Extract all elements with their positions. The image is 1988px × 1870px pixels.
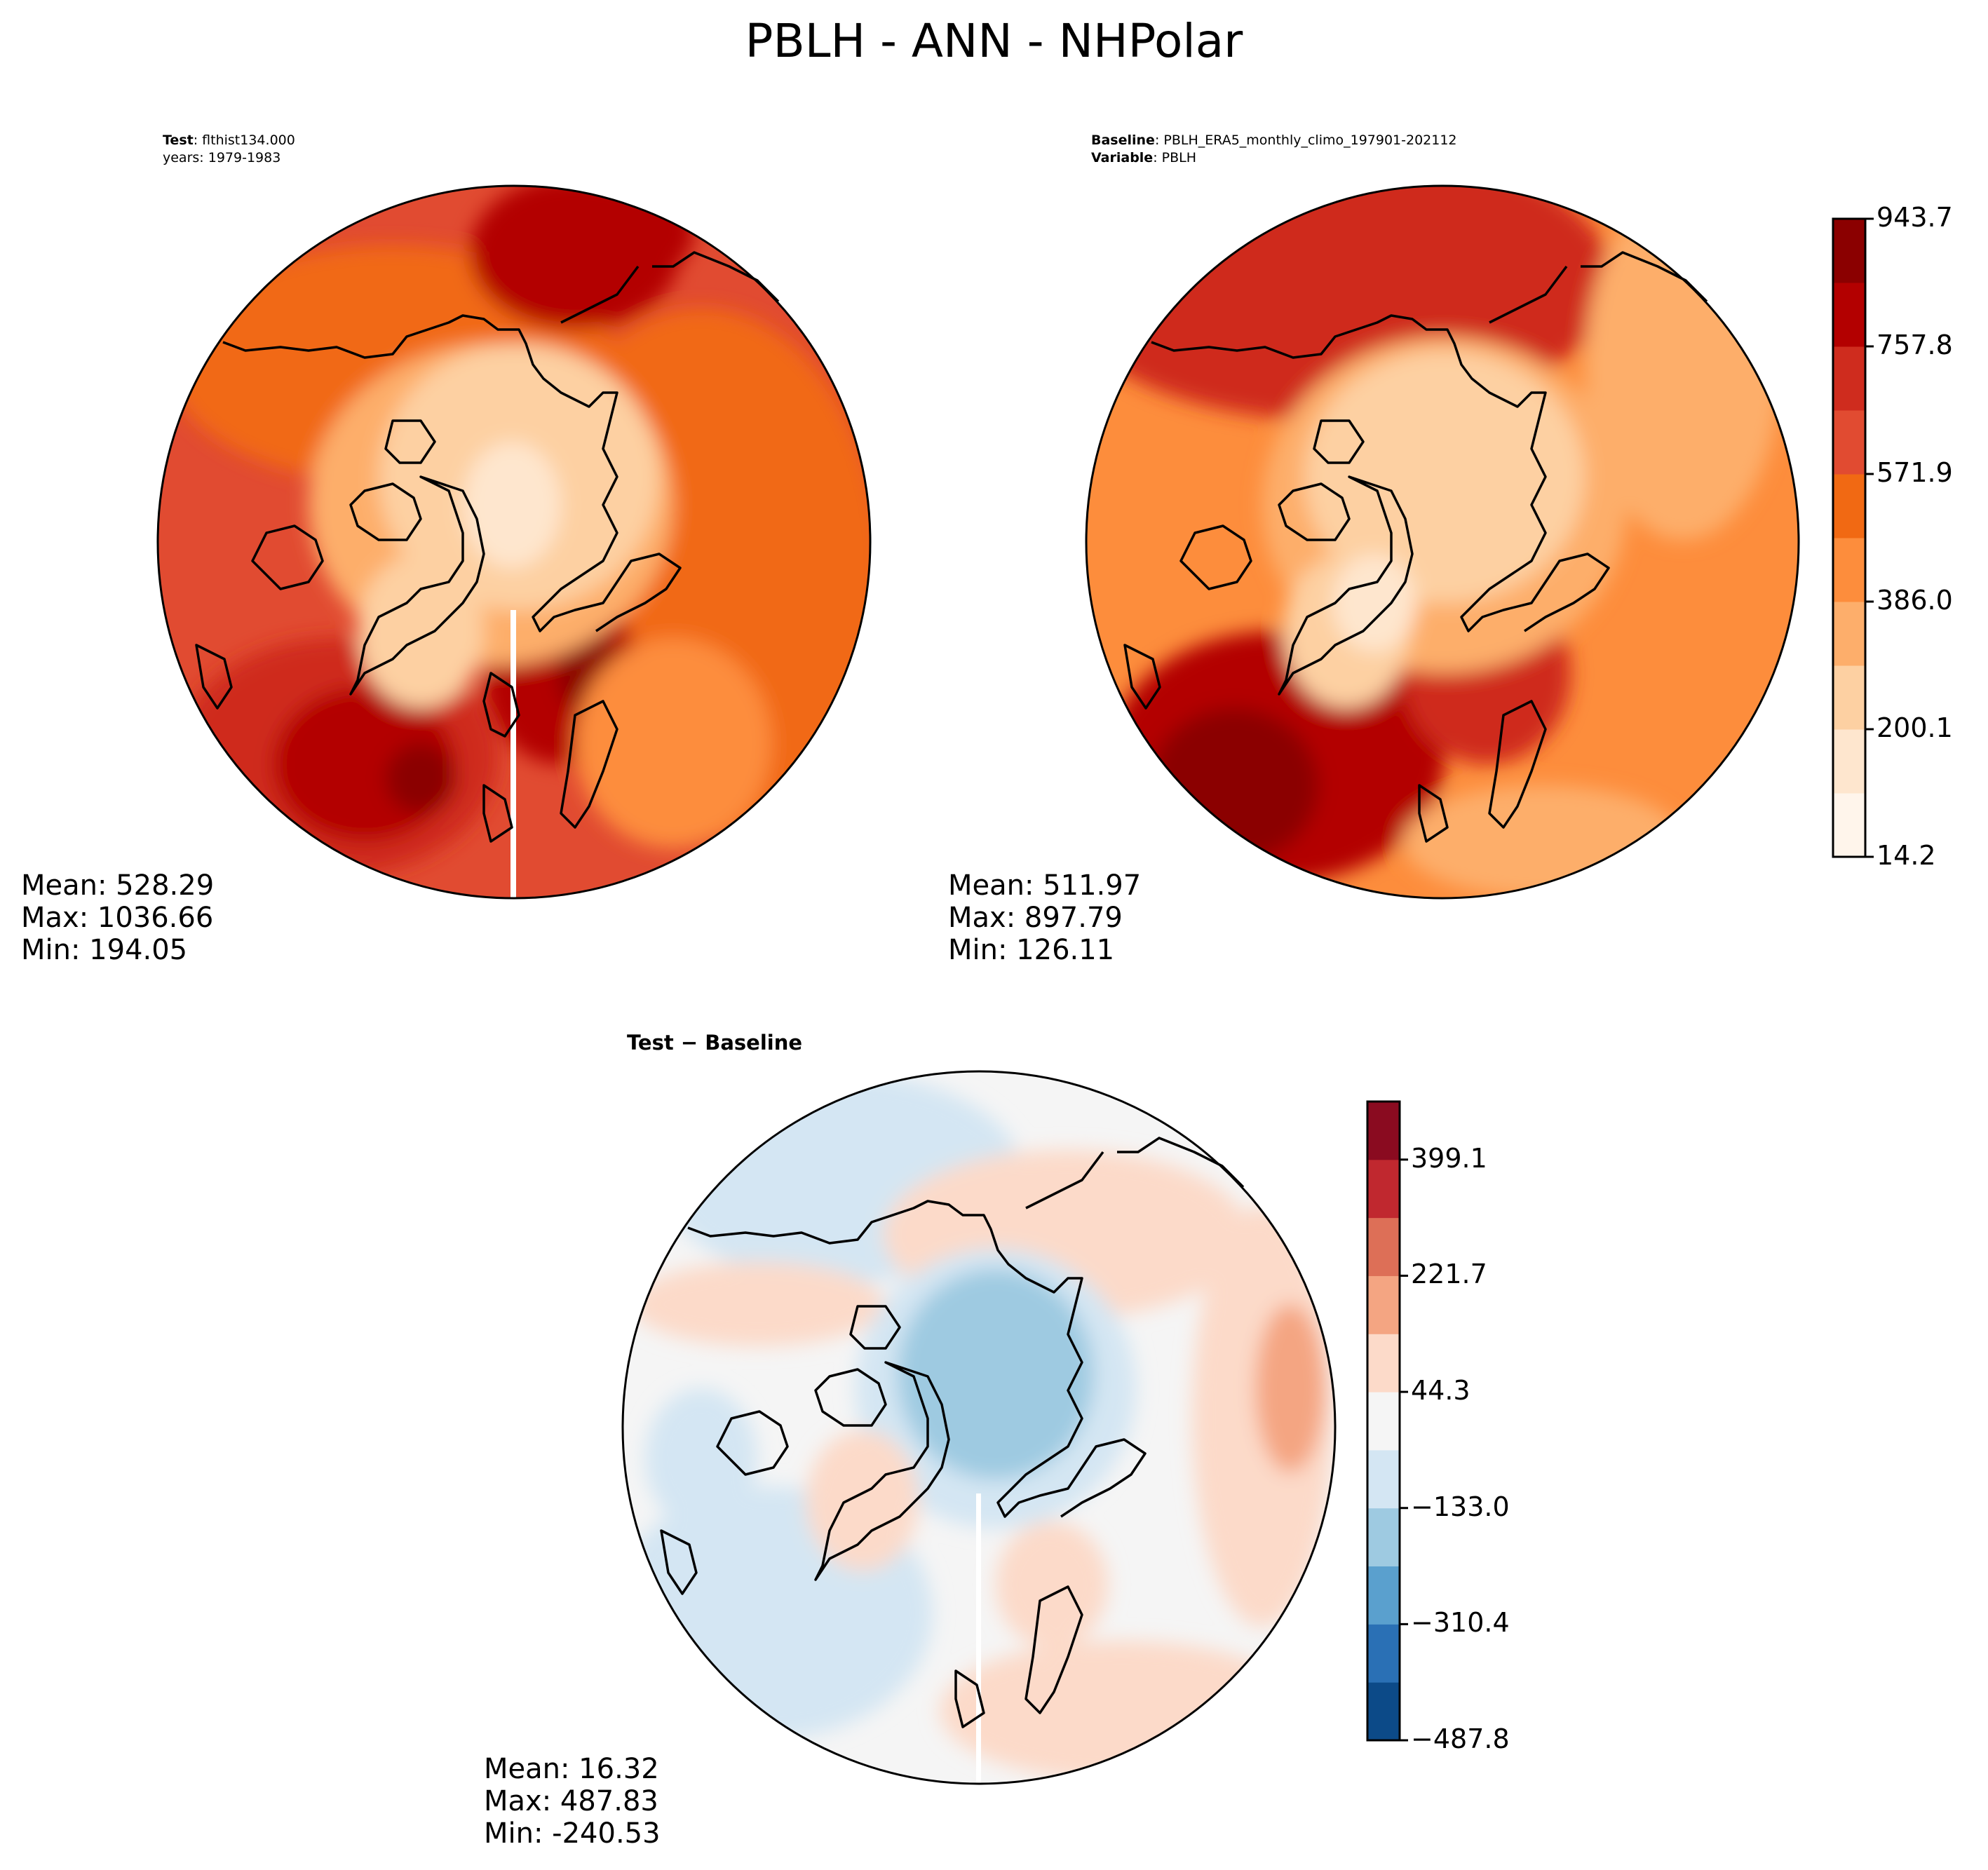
diff-max: Max: 487.83 <box>484 1785 658 1817</box>
field-colorbar-swatch <box>1833 602 1865 666</box>
diff-mean: Mean: 16.32 <box>484 1753 659 1785</box>
field-colorbar-swatch <box>1833 283 1865 347</box>
field-colorbar-tick-label: 14.2 <box>1877 840 1936 871</box>
test-years-label: years <box>163 150 200 165</box>
diff-colorbar-frame <box>1366 1100 1401 1742</box>
baseline-stats: Mean: 511.97 Max: 897.79 Min: 126.11 <box>948 869 1141 966</box>
diff-colorbar <box>1366 1100 1408 1742</box>
field-colorbar <box>1832 217 1874 858</box>
variable-name: PBLH <box>1161 150 1197 165</box>
variable-label: Variable <box>1091 150 1154 165</box>
diff-colorbar-tick-label: −487.8 <box>1411 1723 1510 1754</box>
diff-coastlines <box>660 1137 1245 1728</box>
field-colorbar-swatch <box>1833 538 1865 602</box>
diff-colorbar-tick-label: 221.7 <box>1411 1259 1487 1290</box>
test-sep: : <box>193 133 203 148</box>
diff-colorbar-swatch <box>1367 1217 1400 1276</box>
diff-colorbar-swatch <box>1367 1449 1400 1509</box>
diff-colorbar-swatch <box>1367 1507 1400 1567</box>
variable-sep: : <box>1153 150 1162 165</box>
field-colorbar-swatch <box>1833 793 1865 858</box>
baseline-sep: : <box>1154 133 1164 148</box>
field-colorbar-swatch <box>1833 729 1865 794</box>
test-subtitle: Test: flthist134.000 years: 1979-1983 <box>163 132 295 167</box>
field-colorbar-tick-label: 943.7 <box>1877 202 1953 233</box>
baseline-coastlines <box>1123 251 1708 843</box>
diff-colorbar-swatch <box>1367 1275 1400 1334</box>
test-years: 1979-1983 <box>208 150 281 165</box>
baseline-case-name: PBLH_ERA5_monthly_climo_197901-202112 <box>1163 133 1457 148</box>
diff-colorbar-tick-label: −310.4 <box>1411 1607 1510 1639</box>
test-min: Min: 194.05 <box>21 934 188 966</box>
diff-title: Test − Baseline <box>627 1031 803 1055</box>
diff-colorbar-tick-label: 44.3 <box>1411 1375 1470 1407</box>
diff-min: Min: -240.53 <box>484 1817 661 1850</box>
baseline-subtitle: Baseline: PBLH_ERA5_monthly_climo_197901… <box>1091 132 1457 167</box>
field-colorbar-frame <box>1832 217 1867 858</box>
diff-colorbar-swatch <box>1367 1682 1400 1741</box>
field-colorbar-tick-label: 200.1 <box>1877 712 1953 743</box>
diff-colorbar-tick-label: 399.1 <box>1411 1142 1487 1174</box>
field-colorbar-swatch <box>1833 665 1865 730</box>
diff-colorbar-tick-label: −133.0 <box>1411 1491 1510 1522</box>
baseline-max: Max: 897.79 <box>948 902 1123 934</box>
diff-colorbar-swatch <box>1367 1334 1400 1393</box>
test-mean: Mean: 528.29 <box>21 869 215 902</box>
test-coastlines <box>195 251 780 843</box>
field-colorbar-swatch <box>1833 346 1865 411</box>
test-case-name: flthist134.000 <box>202 133 295 148</box>
test-label: Test <box>163 133 194 148</box>
years-sep: : <box>199 150 208 165</box>
test-max: Max: 1036.66 <box>21 902 214 934</box>
test-stats: Mean: 528.29 Max: 1036.66 Min: 194.05 <box>21 869 214 966</box>
field-colorbar-tick-label: 571.9 <box>1877 457 1953 488</box>
figure-title: PBLH - ANN - NHPolar <box>745 14 1243 68</box>
diff-colorbar-swatch <box>1367 1392 1400 1451</box>
test-map <box>156 184 872 900</box>
diff-colorbar-swatch <box>1367 1624 1400 1683</box>
diff-colorbar-swatch <box>1367 1102 1400 1160</box>
field-colorbar-tick-label: 757.8 <box>1877 330 1953 360</box>
diff-stats: Mean: 16.32 Max: 487.83 Min: -240.53 <box>484 1753 661 1850</box>
baseline-map <box>1085 184 1800 900</box>
field-colorbar-swatch <box>1833 474 1865 538</box>
diff-map <box>621 1070 1337 1785</box>
baseline-mean: Mean: 511.97 <box>948 869 1142 902</box>
field-colorbar-swatch <box>1833 410 1865 475</box>
diff-colorbar-swatch <box>1367 1566 1400 1625</box>
baseline-label: Baseline <box>1091 133 1155 148</box>
baseline-min: Min: 126.11 <box>948 934 1115 966</box>
diff-colorbar-swatch <box>1367 1159 1400 1219</box>
field-colorbar-tick-label: 386.0 <box>1877 585 1953 616</box>
field-colorbar-swatch <box>1833 219 1865 283</box>
